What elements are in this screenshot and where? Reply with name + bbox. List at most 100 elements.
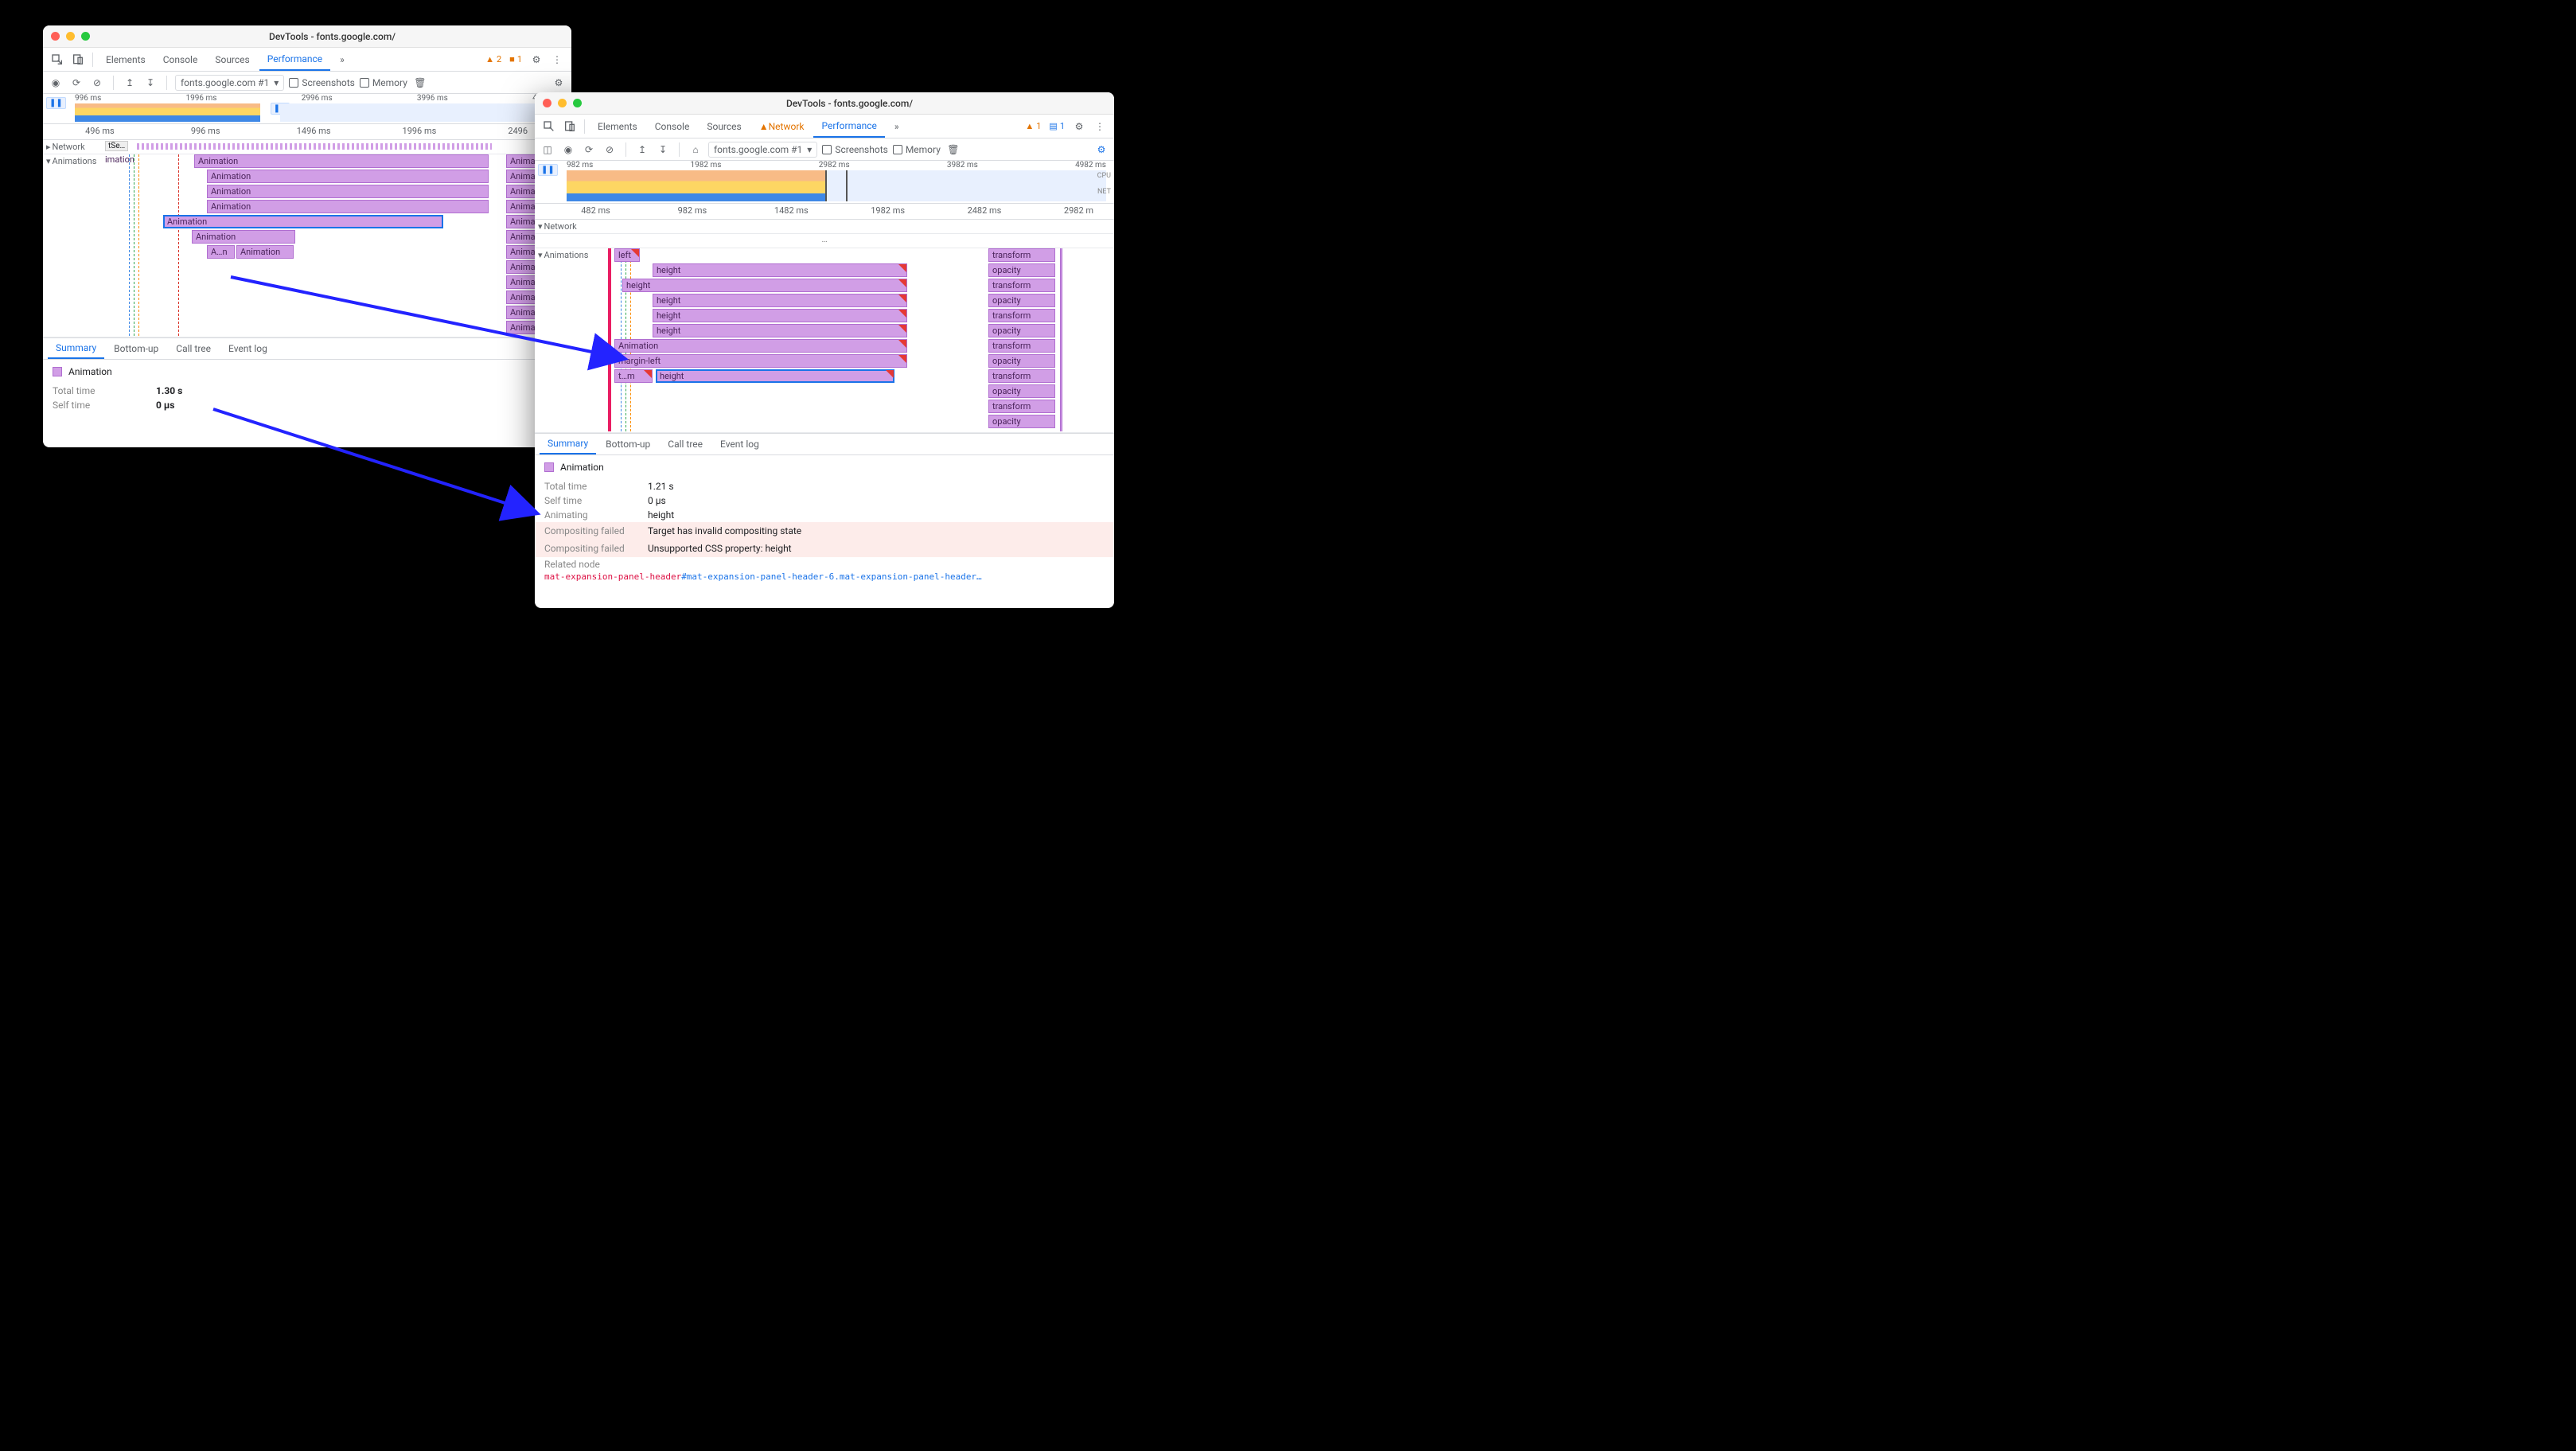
detail-tab-summary[interactable]: Summary <box>540 434 596 454</box>
messages-badge[interactable]: ▤ 1 <box>1046 121 1068 131</box>
reload-icon[interactable]: ⟳ <box>68 77 84 88</box>
animation-bar[interactable]: transform <box>988 248 1055 262</box>
inspect-icon[interactable] <box>48 53 67 66</box>
memory-checkbox[interactable]: Memory <box>893 144 941 155</box>
settings-icon[interactable]: ⚙ <box>527 54 546 65</box>
tab-network[interactable]: ▲ Network <box>751 115 813 138</box>
recording-selector[interactable]: fonts.google.com #1 ▾ <box>175 75 284 91</box>
record-icon[interactable]: ◉ <box>560 144 576 155</box>
minimize-icon[interactable] <box>558 99 567 107</box>
traffic-lights[interactable] <box>51 32 90 41</box>
tab-console[interactable]: Console <box>155 48 206 71</box>
timeline-overview[interactable]: ❚❚ 996 ms1996 ms2996 ms3996 ms4996 ms ❚❚ <box>43 94 571 124</box>
time-ruler[interactable]: 482 ms982 ms1482 ms1982 ms2482 ms2982 m <box>535 204 1114 220</box>
detail-tab-call-tree[interactable]: Call tree <box>168 338 219 359</box>
upload-icon[interactable]: ↥ <box>122 77 138 88</box>
trash-icon[interactable]: 🗑 <box>412 77 428 88</box>
animation-bar[interactable]: transform <box>988 339 1055 353</box>
more-tabs-button[interactable]: » <box>332 48 353 71</box>
animation-bar[interactable]: opacity <box>988 263 1055 277</box>
animation-bar[interactable]: transform <box>988 309 1055 322</box>
settings-icon[interactable]: ⚙ <box>1070 121 1089 132</box>
recording-selector[interactable]: fonts.google.com #1 ▾ <box>708 142 817 158</box>
memory-checkbox[interactable]: Memory <box>360 77 407 88</box>
device-icon[interactable] <box>560 120 579 133</box>
minimize-icon[interactable] <box>66 32 75 41</box>
sidebar-icon[interactable]: ◫ <box>540 144 555 155</box>
animation-bar[interactable]: transform <box>988 369 1055 383</box>
tab-elements[interactable]: Elements <box>98 48 154 71</box>
animation-bar[interactable]: Animation <box>192 230 295 244</box>
network-item[interactable]: tSe… <box>105 141 128 151</box>
animation-bar[interactable]: transform <box>988 279 1055 292</box>
tab-sources[interactable]: Sources <box>699 115 749 138</box>
tab-performance[interactable]: Performance <box>259 48 330 71</box>
capture-settings-icon[interactable]: ⚙ <box>551 77 567 88</box>
tab-performance[interactable]: Performance <box>813 115 884 138</box>
close-icon[interactable] <box>543 99 551 107</box>
timeline-overview[interactable]: ❚❚ 982 ms1982 ms2982 ms3982 ms4982 ms CP… <box>535 161 1114 204</box>
capture-settings-icon[interactable]: ⚙ <box>1093 144 1109 155</box>
issues-warning-badge[interactable]: ▲ 1 <box>1022 121 1044 131</box>
issues-warning-badge[interactable]: ▲ 2 <box>482 54 505 64</box>
related-node-link[interactable]: mat-expansion-panel-header#mat-expansion… <box>544 571 1105 582</box>
animation-bar[interactable]: Animation <box>194 154 489 168</box>
animation-bar[interactable]: opacity <box>988 294 1055 307</box>
maximize-icon[interactable] <box>573 99 582 107</box>
messages-badge[interactable]: ■ 1 <box>506 54 525 64</box>
tab-sources[interactable]: Sources <box>207 48 257 71</box>
upload-icon[interactable]: ↥ <box>634 144 650 155</box>
network-track[interactable]: ▾Network <box>535 220 1114 234</box>
pause-icon[interactable]: ❚❚ <box>46 97 66 109</box>
animation-bar[interactable]: height <box>622 279 907 292</box>
tab-console[interactable]: Console <box>647 115 698 138</box>
detail-tab-bottom-up[interactable]: Bottom-up <box>106 338 166 359</box>
animation-bar[interactable]: t…m <box>614 369 653 383</box>
animation-bar[interactable]: height <box>653 294 907 307</box>
animation-bar[interactable]: A…n <box>207 245 235 259</box>
animation-bar[interactable]: Animation <box>163 215 443 228</box>
screenshots-checkbox[interactable]: Screenshots <box>822 144 887 155</box>
detail-tab-bottom-up[interactable]: Bottom-up <box>598 434 658 454</box>
more-tabs-button[interactable]: » <box>887 115 907 138</box>
tab-elements[interactable]: Elements <box>590 115 645 138</box>
kebab-icon[interactable]: ⋮ <box>548 54 567 65</box>
animation-bar[interactable]: Animation <box>207 170 489 183</box>
reload-icon[interactable]: ⟳ <box>581 144 597 155</box>
animation-bar[interactable]: Animation <box>207 185 489 198</box>
network-track[interactable]: ▸Network tSe… <box>43 140 571 154</box>
detail-tab-event-log[interactable]: Event log <box>712 434 767 454</box>
detail-tab-summary[interactable]: Summary <box>48 338 104 359</box>
download-icon[interactable]: ↧ <box>655 144 671 155</box>
collapsed-indicator[interactable]: … <box>535 234 1114 248</box>
detail-tab-call-tree[interactable]: Call tree <box>660 434 711 454</box>
trash-icon[interactable]: 🗑 <box>945 144 961 155</box>
maximize-icon[interactable] <box>81 32 90 41</box>
inspect-icon[interactable] <box>540 120 559 133</box>
clear-icon[interactable]: ⊘ <box>602 144 618 155</box>
animation-bar[interactable]: opacity <box>988 415 1055 428</box>
animation-bar[interactable]: opacity <box>988 324 1055 337</box>
animation-bar[interactable]: margin-left <box>614 354 907 368</box>
animation-bar[interactable]: Animation <box>614 339 907 353</box>
animation-bar[interactable]: Animation <box>236 245 294 259</box>
animation-bar[interactable]: left <box>614 248 640 262</box>
animation-bar[interactable]: height <box>653 324 907 337</box>
animation-bar[interactable]: opacity <box>988 354 1055 368</box>
kebab-icon[interactable]: ⋮ <box>1090 121 1109 132</box>
screenshots-checkbox[interactable]: Screenshots <box>289 77 354 88</box>
animation-bar[interactable]: opacity <box>988 384 1055 398</box>
close-icon[interactable] <box>51 32 60 41</box>
animation-bar[interactable]: height <box>656 369 894 383</box>
detail-tab-event-log[interactable]: Event log <box>220 338 275 359</box>
animation-bar[interactable]: height <box>653 309 907 322</box>
time-ruler[interactable]: 496 ms996 ms1496 ms1996 ms2496 <box>43 124 571 140</box>
device-icon[interactable] <box>68 53 88 66</box>
animation-bar[interactable]: height <box>653 263 907 277</box>
traffic-lights[interactable] <box>543 99 582 107</box>
record-icon[interactable]: ◉ <box>48 77 64 88</box>
home-icon[interactable]: ⌂ <box>688 144 703 155</box>
animation-bar[interactable]: transform <box>988 400 1055 413</box>
pause-icon[interactable]: ❚❚ <box>538 164 558 176</box>
clear-icon[interactable]: ⊘ <box>89 77 105 88</box>
